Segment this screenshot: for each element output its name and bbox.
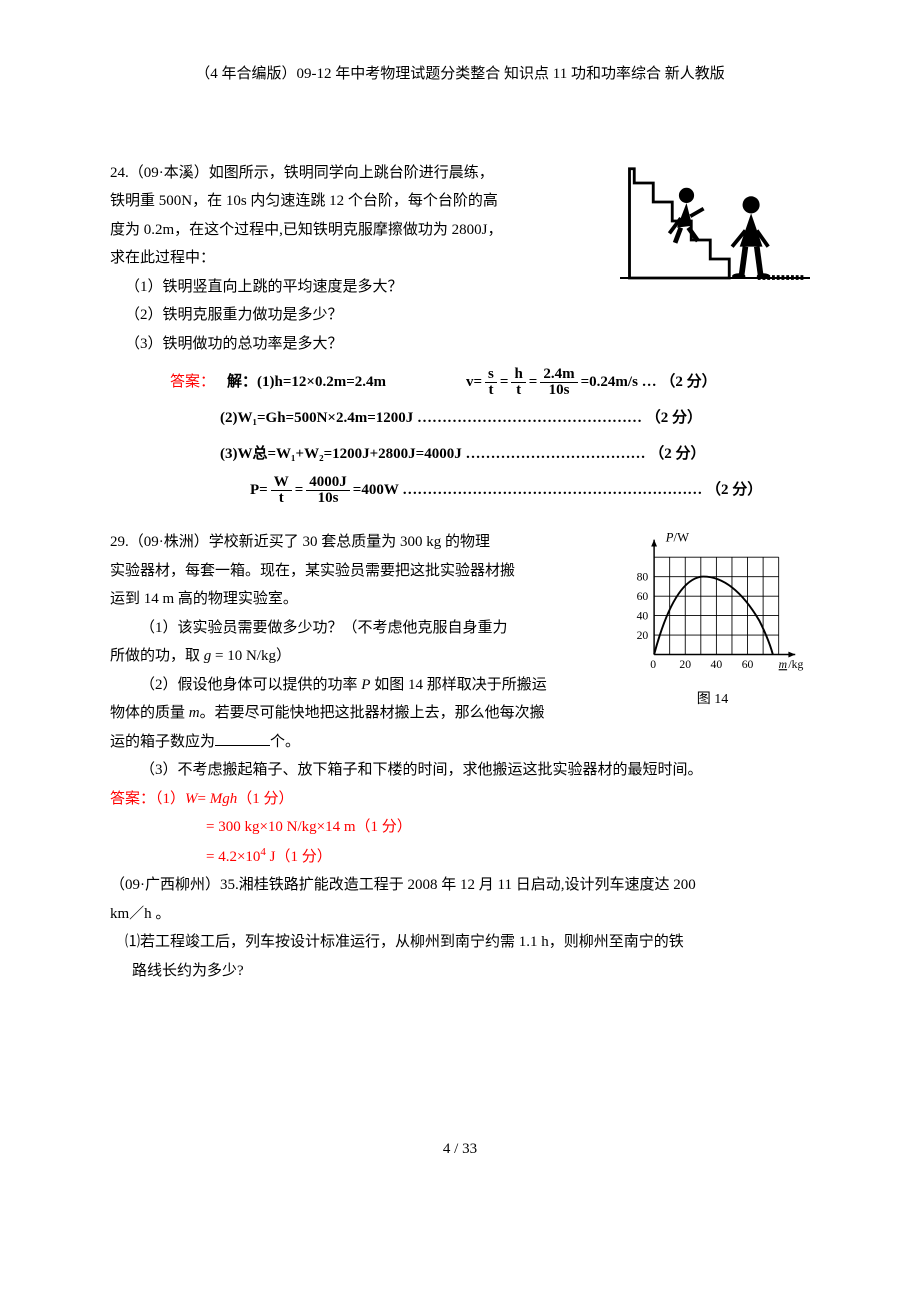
var-g: g xyxy=(222,791,230,807)
svg-text:m: m xyxy=(779,658,787,671)
page-footer: 4 / 33 xyxy=(110,1135,810,1164)
figure-stairs xyxy=(620,159,810,294)
frac-den: 10s xyxy=(306,491,350,506)
frac-num: W xyxy=(271,475,292,491)
eq: = xyxy=(295,472,304,508)
q24-sol4-p: P= xyxy=(250,472,268,508)
frac-den: t xyxy=(511,383,525,398)
q29-answer1: 答案：（1）W= Mgh（1 分） xyxy=(110,785,810,814)
text: J（1 分） xyxy=(266,849,332,865)
svg-text:60: 60 xyxy=(637,590,649,603)
q24-sol2: (2)W₁=Gh=500N×2.4m=1200J ………………………………………… xyxy=(220,400,702,436)
text: 物体的质量 xyxy=(110,705,189,721)
frac-num: 2.4m xyxy=(540,367,577,383)
text: 个。 xyxy=(270,734,300,750)
q29-sub2c: 运的箱子数应为 个。 xyxy=(110,728,810,757)
q35-line1: （09·广西柳州）35.湘桂铁路扩能改造工程于 2008 年 12 月 11 日… xyxy=(110,871,810,900)
svg-text:/kg: /kg xyxy=(788,658,803,671)
var-m: M xyxy=(210,791,223,807)
q24-solution: 答案： 解：(1)h=12×0.2m=2.4m v= st = ht = 2.4… xyxy=(110,364,810,508)
q29-answer2: = 300 kg×10 N/kg×14 m（1 分） xyxy=(110,813,810,842)
eq: = xyxy=(529,364,538,400)
svg-text:0: 0 xyxy=(650,658,656,671)
text: 运的箱子数应为 xyxy=(110,734,215,750)
var-m: m xyxy=(189,705,200,721)
q29-sub3: （3）不考虑搬起箱子、放下箱子和下楼的时间，求他搬运这批实验器材的最短时间。 xyxy=(110,756,810,785)
eq: = xyxy=(500,364,509,400)
text: 。若要尽可能快地把这批器材搬上去，那么他每次搬 xyxy=(200,705,545,721)
svg-text:/W: /W xyxy=(674,531,690,545)
frac-num: s xyxy=(485,367,497,383)
frac-num: 4000J xyxy=(306,475,350,491)
q24-sub3: （3）铁明做功的总功率是多大？ xyxy=(110,330,810,359)
answer-label: 答案： xyxy=(110,791,155,807)
q24-sub2: （2）铁明克服重力做功是多少？ xyxy=(110,301,810,330)
svg-text:40: 40 xyxy=(711,658,723,671)
answer-label: 答案： xyxy=(170,364,215,400)
svg-text:40: 40 xyxy=(637,609,649,622)
q35-sub1a: ⑴若工程竣工后，列车按设计标准运行，从柳州到南宁约需 1.1 h，则柳州至南宁的… xyxy=(110,928,810,957)
var-w: W xyxy=(185,791,198,807)
q29-answer3: = 4.2×104 J（1 分） xyxy=(110,842,810,872)
text: （1） xyxy=(155,791,185,807)
q24-sol3: (3)W总=W₁+W₂=1200J+2800J=4000J …………………………… xyxy=(220,436,705,472)
q24-sol1-tail: =0.24m/s … （2 分） xyxy=(581,364,717,400)
frac-den: 10s xyxy=(540,383,577,398)
q24-sol1-v: v= xyxy=(466,364,482,400)
svg-text:60: 60 xyxy=(742,658,754,671)
frac-den: t xyxy=(271,491,292,506)
svg-text:20: 20 xyxy=(679,658,691,671)
frac-den: t xyxy=(485,383,497,398)
svg-text:P: P xyxy=(665,531,674,545)
q24-sol1-left: 解：(1)h=12×0.2m=2.4m xyxy=(227,364,386,400)
q35-line2: km／h 。 xyxy=(110,900,810,929)
blank-input[interactable] xyxy=(215,745,270,746)
text: 如图 14 那样取决于所搬运 xyxy=(370,677,546,693)
page-header-title: （4 年合编版）09-12 年中考物理试题分类整合 知识点 11 功和功率综合 … xyxy=(110,60,810,89)
figure-chart-14: P /W xyxy=(615,528,810,713)
score: （1 分） xyxy=(237,791,293,807)
chart-caption: 图 14 xyxy=(615,687,810,714)
eq: = xyxy=(198,791,210,807)
svg-text:80: 80 xyxy=(637,571,649,584)
text: = 4.2×10 xyxy=(206,849,260,865)
q35-sub1b: 路线长约为多少? xyxy=(110,957,810,986)
svg-text:20: 20 xyxy=(637,629,649,642)
text: （2）假设他身体可以提供的功率 xyxy=(140,677,361,693)
frac-num: h xyxy=(511,367,525,383)
q24-sol4-tail: =400W …………………………………………………… （2 分） xyxy=(353,472,763,508)
text: 所做的功，取 xyxy=(110,648,204,664)
text: = 10 N/kg） xyxy=(211,648,291,664)
